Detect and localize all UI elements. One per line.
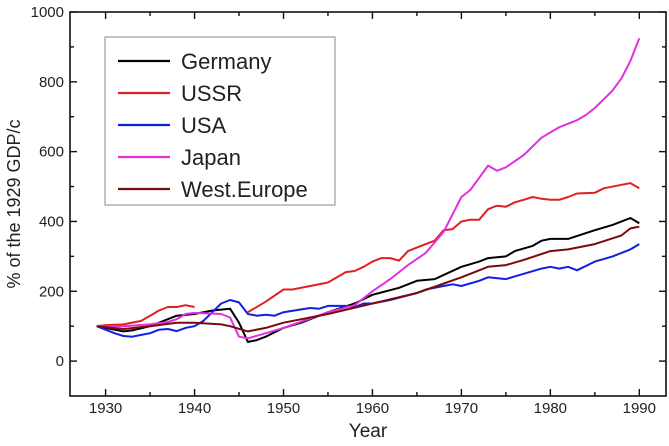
legend-label: West.Europe	[181, 177, 308, 202]
legend-label: USA	[181, 113, 227, 138]
y-tick-label: 0	[56, 353, 64, 370]
y-tick-label: 1000	[31, 4, 64, 21]
series-line-ussr	[96, 304, 195, 328]
y-axis-title: % of the 1929 GDP/c	[4, 119, 24, 288]
x-tick-label: 1960	[356, 400, 389, 417]
y-tick-label: 400	[39, 213, 64, 230]
series-line-usa	[96, 243, 640, 338]
x-tick-label: 1930	[89, 400, 122, 417]
series-line-ussr	[247, 182, 640, 314]
legend-box	[104, 36, 336, 206]
series-line-japan	[96, 37, 641, 340]
y-tick-label: 600	[39, 144, 64, 161]
plot-frame	[69, 11, 667, 397]
x-tick-label: 1940	[178, 400, 211, 417]
x-tick-label: 1980	[534, 400, 567, 417]
legend-label: Japan	[181, 145, 241, 170]
y-tick-label: 200	[39, 283, 64, 300]
series-line-germany	[96, 217, 640, 343]
x-tick-label: 1970	[445, 400, 478, 417]
y-tick-label: 800	[39, 74, 64, 91]
x-axis-title: Year	[349, 421, 388, 441]
x-tick-label: 1990	[623, 400, 656, 417]
x-tick-label: 1950	[267, 400, 300, 417]
series-line-west-europe	[96, 225, 640, 333]
legend-label: USSR	[181, 81, 242, 106]
legend: Germany USSR USA Japan West.Europe	[104, 36, 336, 206]
tick-layer: 1930 1940 1950 1960 1970 1980 1990 0 200 400 600 80…	[31, 4, 666, 417]
legend-label: Germany	[181, 49, 271, 74]
series-layer	[96, 37, 641, 343]
